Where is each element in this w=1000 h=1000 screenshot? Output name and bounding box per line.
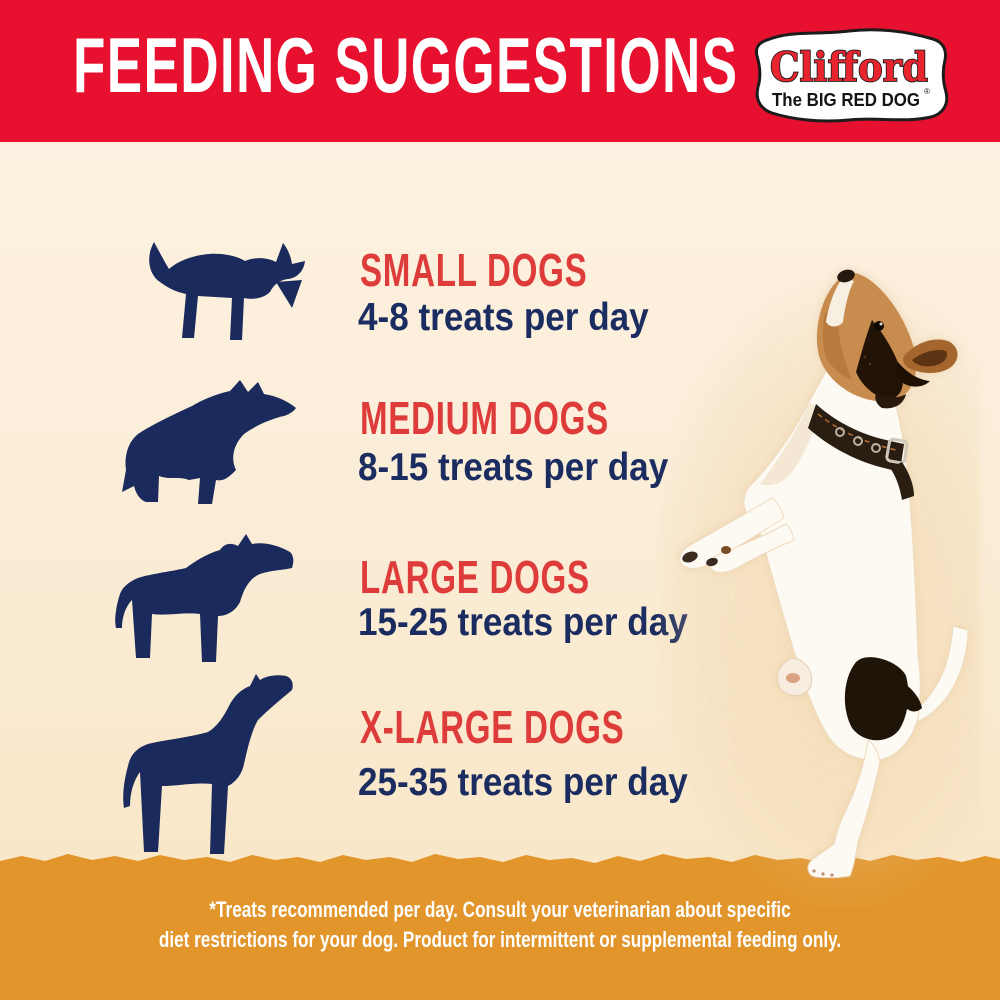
front-paw-pads [706,557,718,567]
logo-tagline-text: The BIG RED DOG [772,89,920,110]
muzzle-blaze [826,277,854,327]
eye-glint [879,322,883,326]
ear-inner [912,350,947,367]
collar-strap-end [890,462,914,500]
chest-shading [760,402,820,486]
logo-name-text: Clifford [770,44,928,91]
muzzle-shading [822,312,852,380]
leg-brown-spot [721,546,731,554]
large-dog-icon [115,534,294,662]
disclaimer-line-2: diet restrictions for your dog. Product … [158,927,842,952]
front-paw-pads [682,551,698,563]
row-heading-small-dogs: SMALL DOGS [360,244,588,296]
header-banner: FEEDING SUGGESTIONS Clifford The BIG RED… [0,0,1000,142]
collar-eyelet [853,436,863,446]
small-dog-icon [149,242,305,340]
clifford-logo: Clifford The BIG RED DOG ® [747,22,952,127]
row-heading-large-dogs: LARGE DOGS [360,551,590,603]
toe-nail [830,873,834,877]
row-heading-xlarge-dogs: X-LARGE DOGS [360,701,625,753]
clifford-logo-badge: Clifford The BIG RED DOG ® [754,28,949,123]
front-leg-upper [679,497,785,569]
registered-trademark-symbol: ® [924,87,930,96]
logo-badge-shape [754,28,949,123]
toe-nail [821,872,825,876]
xlarge-dog-icon [123,674,293,854]
chin-patch [875,394,906,409]
paw-pad [786,673,800,683]
toe-nail [812,869,816,873]
whisker-dot [868,362,872,366]
black-rump-patch [844,657,909,741]
dog-hind-leg [807,739,881,879]
whisker-dot [863,355,867,359]
collar-eyelet [871,443,881,453]
poster-title: FEEDING SUGGESTIONS [73,21,739,109]
black-rump-patch-tip [902,682,922,712]
row-amount-large-dogs: 15-25 treats per day [358,601,688,644]
row-amount-small-dogs: 4-8 treats per day [358,296,649,339]
dog-tail [899,625,969,726]
black-eye-patch [856,320,903,400]
collar-buckle [885,437,909,465]
disclaimer-line-1: *Treats recommended per day. Consult you… [209,897,791,922]
medium-dog-icon [122,380,296,504]
collar-stitching [817,413,897,451]
ear-dark-edge [896,362,930,387]
jack-russell-photo [660,262,980,907]
dog-nose [837,269,855,283]
row-amount-medium-dogs: 8-15 treats per day [358,446,669,489]
row-heading-medium-dogs: MEDIUM DOGS [360,392,609,444]
dog-eye [874,321,884,331]
row-amount-xlarge-dogs: 25-35 treats per day [358,761,688,804]
collar-eyelet [835,427,845,437]
